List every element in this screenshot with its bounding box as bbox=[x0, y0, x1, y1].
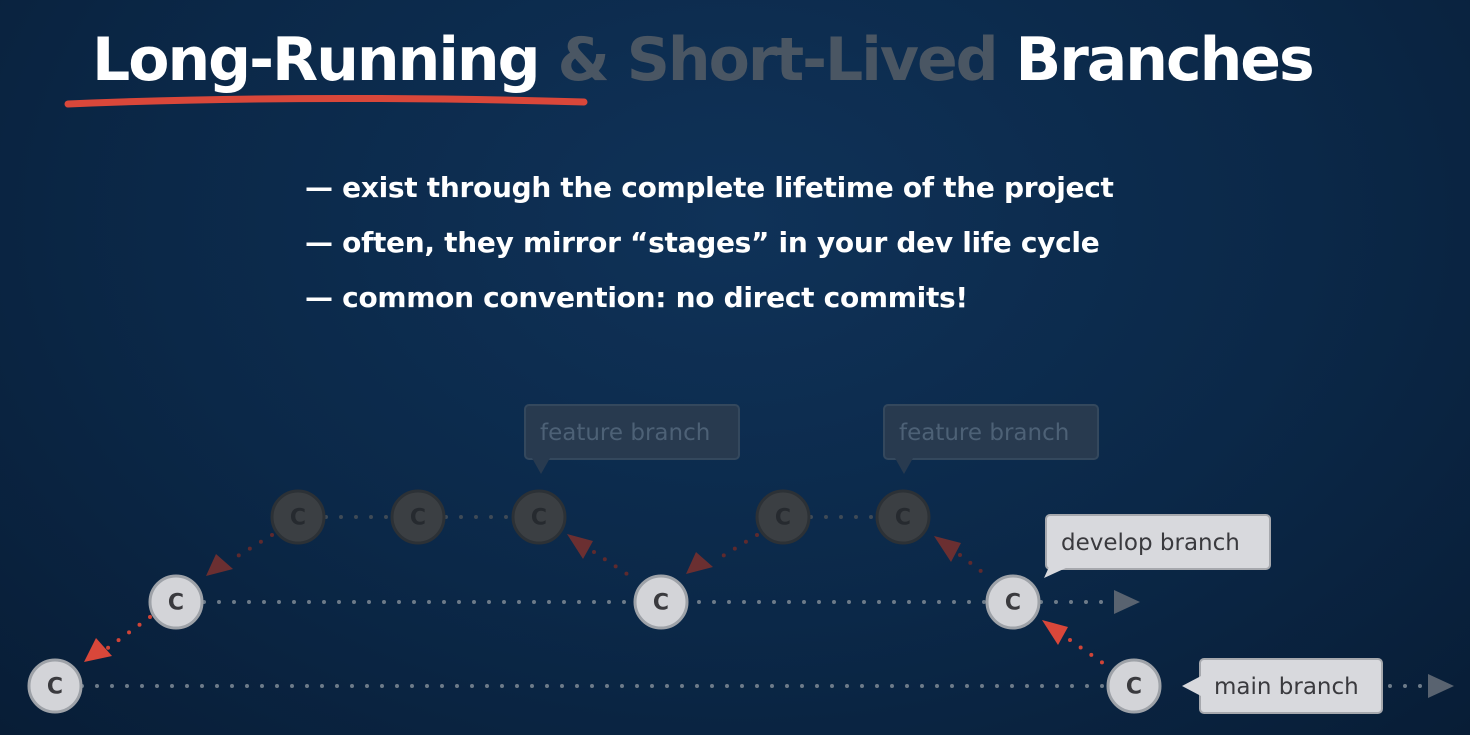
title-branches: Branches bbox=[1015, 25, 1314, 95]
svg-text:C: C bbox=[531, 506, 547, 531]
arrowhead-dim-icon bbox=[686, 552, 713, 574]
title-long-running: Long-Running bbox=[92, 25, 541, 95]
bullet-item: — common convention: no direct commits! bbox=[305, 281, 968, 314]
arrowhead-red-icon bbox=[1042, 620, 1068, 645]
arrowhead-dim-icon bbox=[206, 554, 233, 576]
svg-text:C: C bbox=[168, 591, 184, 616]
arrowhead-red-icon bbox=[84, 638, 112, 662]
feature-branch-label-text: feature branch bbox=[899, 420, 1069, 446]
develop-commit: C bbox=[633, 574, 689, 630]
feature-commit: C bbox=[270, 489, 326, 545]
develop-branch-label-text: develop branch bbox=[1061, 530, 1240, 556]
main-commit: C bbox=[27, 658, 83, 714]
connector-feature1-develop bbox=[592, 550, 638, 582]
develop-arrow-icon bbox=[1114, 590, 1140, 614]
connector-feature2-develop bbox=[958, 553, 992, 580]
svg-text:C: C bbox=[775, 506, 791, 531]
feature-commit: C bbox=[511, 489, 567, 545]
feature-commit: C bbox=[390, 489, 446, 545]
title-short-lived: & Short-Lived bbox=[557, 25, 999, 95]
main-arrow-icon bbox=[1428, 674, 1454, 698]
svg-text:C: C bbox=[653, 591, 669, 616]
feature-commit: C bbox=[875, 489, 931, 545]
main-branch-label-text: main branch bbox=[1214, 674, 1359, 700]
svg-text:C: C bbox=[410, 506, 426, 531]
connector-main-develop bbox=[103, 615, 152, 652]
arrowhead-dim-icon bbox=[567, 534, 593, 559]
connector-develop-feature1 bbox=[226, 533, 274, 564]
develop-commit: C bbox=[148, 574, 204, 630]
svg-text:C: C bbox=[1126, 675, 1142, 700]
title-underline bbox=[64, 94, 588, 108]
svg-text:C: C bbox=[1005, 591, 1021, 616]
svg-text:C: C bbox=[895, 506, 911, 531]
connector-develop-main bbox=[1068, 638, 1112, 670]
main-branch-label: main branch bbox=[1182, 658, 1383, 714]
develop-commit: C bbox=[985, 574, 1041, 630]
bullet-list: — exist through the complete lifetime of… bbox=[305, 166, 1114, 331]
bullet-item: — often, they mirror “stages” in your de… bbox=[305, 226, 1100, 259]
bullet-item: — exist through the complete lifetime of… bbox=[305, 171, 1114, 204]
develop-branch-label: develop branch bbox=[1044, 514, 1271, 578]
slide-title: Long-Running & Short-Lived Branches bbox=[92, 24, 1315, 96]
feature-commit: C bbox=[755, 489, 811, 545]
connector-develop-feature2 bbox=[711, 533, 759, 564]
main-commit: C bbox=[1106, 658, 1162, 714]
arrowhead-dim-icon bbox=[934, 536, 961, 562]
svg-text:C: C bbox=[290, 506, 306, 531]
feature-branch-label-text: feature branch bbox=[540, 420, 710, 446]
feature-branch-label: feature branch bbox=[524, 404, 740, 474]
svg-text:C: C bbox=[47, 675, 63, 700]
feature-branch-label: feature branch bbox=[883, 404, 1099, 474]
